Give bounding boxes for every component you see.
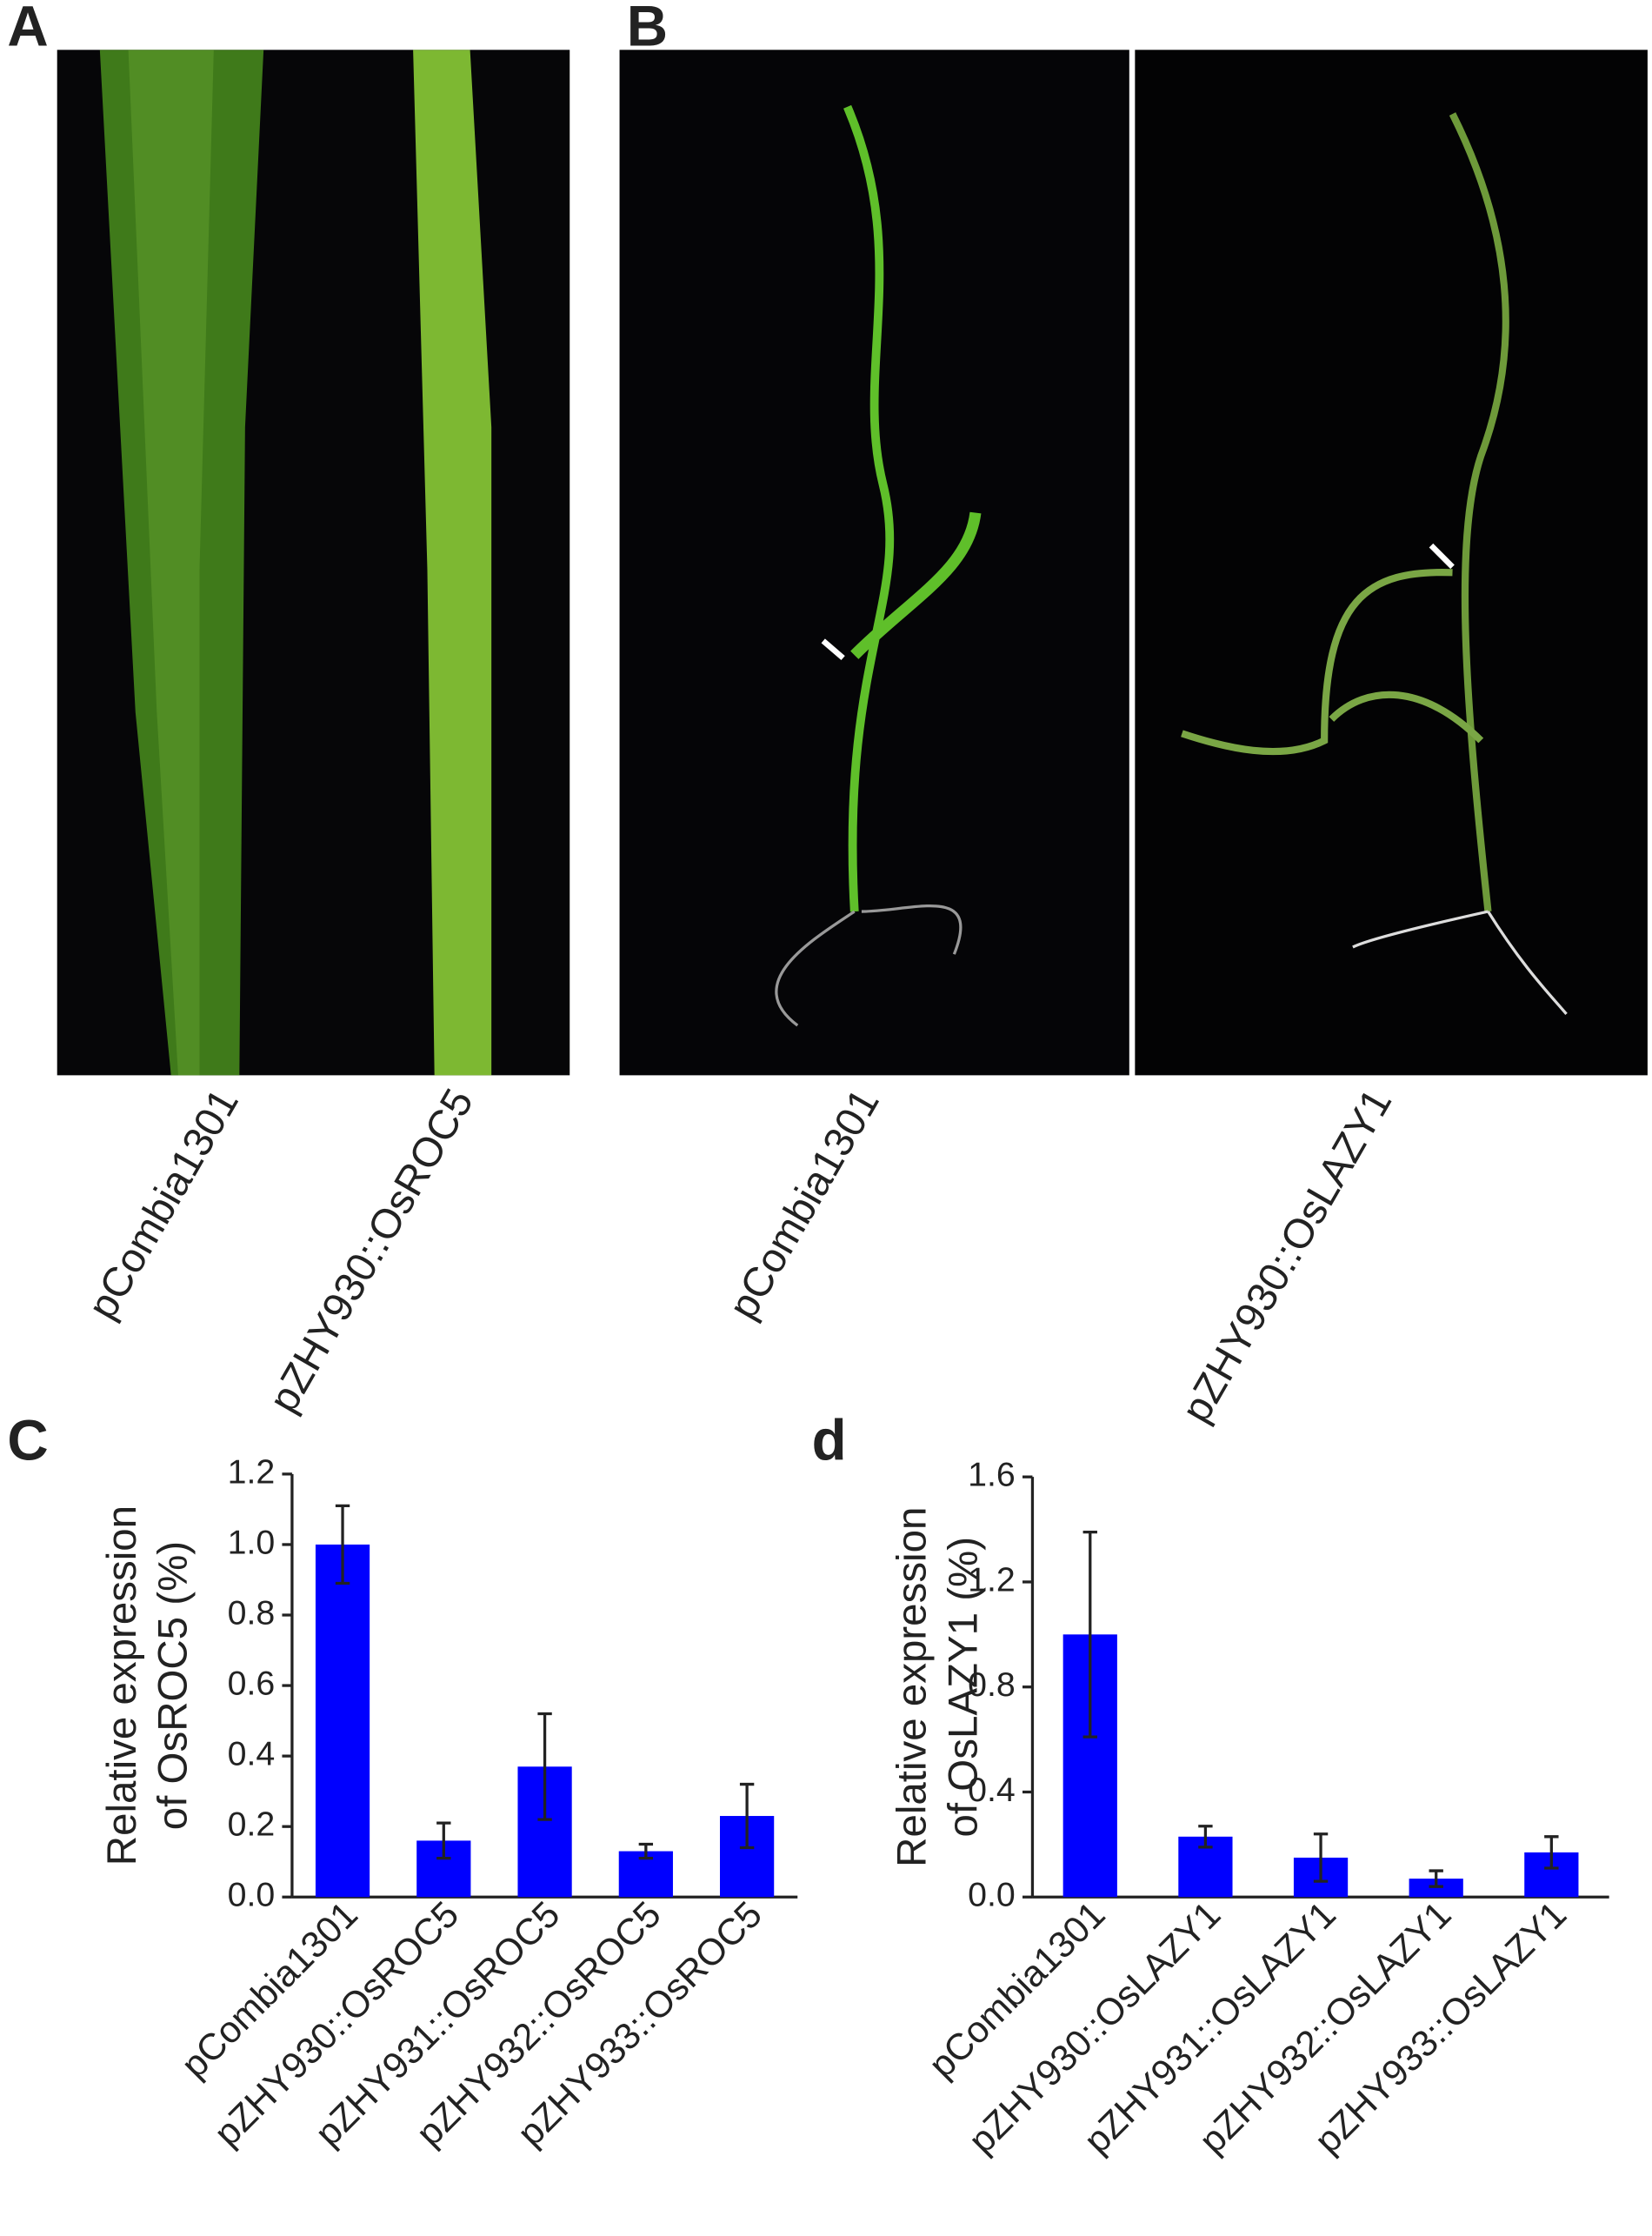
photo-a bbox=[57, 50, 570, 1076]
photo-b bbox=[619, 50, 1648, 1076]
photo-label: pZHY930::OsROC5 bbox=[260, 1081, 483, 1420]
y-tick-label: 0.4 bbox=[968, 1771, 1016, 1809]
y-axis-label: Relative expression bbox=[99, 1505, 145, 1866]
y-tick-label: 0.2 bbox=[228, 1805, 276, 1844]
y-tick-label: 0.6 bbox=[228, 1664, 276, 1702]
photo-label: pCombia1301 bbox=[79, 1081, 248, 1326]
panel-letter: C bbox=[7, 1409, 48, 1472]
y-tick-label: 1.2 bbox=[968, 1560, 1016, 1599]
y-tick-label: 0.8 bbox=[228, 1593, 276, 1632]
x-tick-label: pCombia1301 bbox=[173, 1893, 365, 2086]
y-tick-label: 0.4 bbox=[228, 1735, 276, 1773]
y-tick-label: 1.2 bbox=[228, 1452, 276, 1491]
y-tick-label: 0.0 bbox=[968, 1876, 1016, 1914]
photo-label: pCombia1301 bbox=[720, 1081, 889, 1326]
y-tick-label: 0.8 bbox=[968, 1665, 1016, 1704]
y-tick-label: 1.6 bbox=[968, 1456, 1016, 1494]
y-axis-label: of OsROC5 (%) bbox=[150, 1541, 197, 1830]
y-axis-label: Relative expression bbox=[889, 1507, 936, 1867]
bar bbox=[315, 1544, 370, 1898]
panel-letter: A bbox=[7, 0, 48, 57]
panel-letter: B bbox=[627, 0, 668, 57]
y-tick-label: 1.0 bbox=[228, 1523, 276, 1561]
photo-label: pZHY930::OsLAZY1 bbox=[1173, 1081, 1401, 1430]
panel-letter: d bbox=[812, 1409, 847, 1472]
y-axis-label: of OsLAZY1 (%) bbox=[941, 1537, 987, 1838]
y-tick-label: 0.0 bbox=[228, 1876, 276, 1914]
